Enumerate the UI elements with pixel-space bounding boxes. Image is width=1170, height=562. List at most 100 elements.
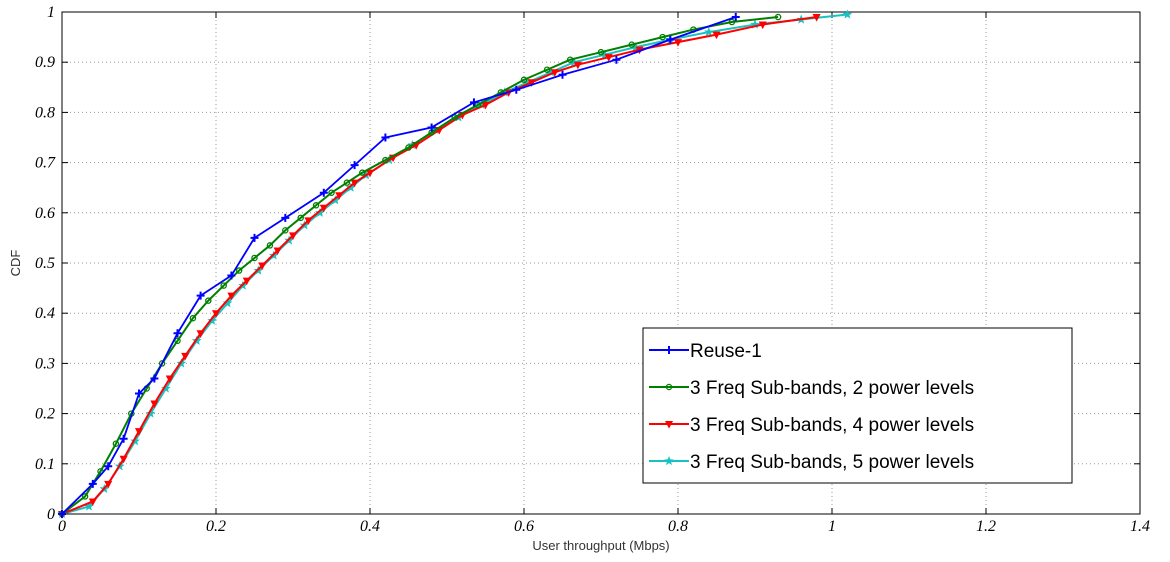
- data-point: [165, 375, 174, 384]
- legend-entry-label: Reuse-1: [690, 341, 762, 362]
- data-point: [315, 207, 325, 217]
- data-point: [612, 55, 621, 64]
- data-point: [235, 267, 243, 274]
- data-point: [297, 214, 304, 222]
- data-point: [319, 188, 328, 197]
- y-axis-label: CDF: [8, 250, 23, 277]
- y-tick-label: 1: [47, 4, 55, 21]
- x-tick-label: 0.2: [206, 518, 226, 535]
- data-point: [712, 31, 721, 40]
- y-tick-label: 0.8: [35, 104, 55, 121]
- series-3: [57, 14, 821, 519]
- data-point: [550, 69, 559, 77]
- legend: Reuse-1 3 Freq Sub-bands, 2 power levels 3…: [642, 327, 1073, 484]
- data-point: [758, 21, 767, 30]
- data-point: [150, 374, 159, 383]
- data-point: [704, 27, 714, 37]
- data-point: [666, 35, 675, 44]
- data-point: [145, 408, 156, 418]
- data-series: [57, 9, 853, 519]
- x-tick-label: 1.4: [1130, 518, 1150, 535]
- data-point: [520, 76, 528, 84]
- data-point: [242, 277, 251, 286]
- data-point: [81, 493, 89, 500]
- data-point: [104, 480, 113, 489]
- axis-ticks: 0 0.2 0.4 0.6 0.8 1 1.2 1.4 0 0.1 0.2 0.3 0.4 0.5 0.6 0…: [35, 4, 1150, 535]
- x-axis-label: User throughput (Mbps): [532, 538, 669, 553]
- data-point: [527, 79, 536, 87]
- data-point: [196, 291, 205, 300]
- data-point: [382, 156, 389, 164]
- legend-box: [642, 327, 1073, 484]
- data-point: [673, 39, 683, 47]
- x-tick-label: 0.4: [360, 518, 380, 535]
- data-point: [227, 292, 236, 301]
- data-point: [174, 337, 181, 345]
- data-point: [211, 310, 221, 318]
- y-tick-label: 0.3: [35, 355, 55, 372]
- data-point: [88, 479, 97, 488]
- data-point: [88, 498, 97, 507]
- data-point: [288, 232, 298, 240]
- data-point: [207, 315, 217, 325]
- x-tick-label: 1: [828, 518, 836, 535]
- data-point: [251, 254, 258, 262]
- legend-swatch-marker: [664, 421, 674, 429]
- data-point: [319, 204, 328, 213]
- x-tick-label: 0.8: [668, 518, 688, 535]
- data-point: [173, 329, 182, 338]
- data-point: [119, 434, 128, 443]
- y-tick-label: 0.9: [35, 54, 55, 71]
- data-point: [731, 13, 740, 22]
- y-tick-label: 0.5: [35, 255, 55, 272]
- data-point: [58, 510, 66, 518]
- data-point: [134, 428, 144, 436]
- data-point: [628, 41, 636, 48]
- data-point: [135, 389, 143, 398]
- data-point: [345, 182, 356, 192]
- data-point: [250, 233, 259, 242]
- y-tick-label: 0.2: [35, 406, 55, 423]
- data-point: [451, 114, 458, 121]
- data-point: [343, 179, 351, 186]
- data-point: [304, 217, 313, 225]
- data-point: [350, 161, 359, 170]
- x-tick-label: 1.2: [976, 518, 996, 535]
- y-tick-label: 0.1: [35, 456, 55, 473]
- data-point: [222, 298, 233, 308]
- data-point: [189, 314, 197, 322]
- data-point: [196, 330, 205, 338]
- legend-entry-label: 3 Freq Sub-bands, 2 power levels: [690, 378, 974, 399]
- data-point: [543, 66, 551, 73]
- data-point: [258, 262, 267, 271]
- data-point: [119, 455, 128, 464]
- data-point: [330, 195, 341, 205]
- y-tick-label: 0: [47, 506, 55, 523]
- data-point: [273, 247, 282, 256]
- series-line: [61, 16, 737, 515]
- legend-swatch-marker: [664, 455, 674, 466]
- data-point: [481, 101, 490, 110]
- data-point: [112, 440, 120, 447]
- data-point: [359, 169, 366, 176]
- data-point: [365, 169, 375, 178]
- data-point: [604, 54, 613, 62]
- legend-swatch-marker: [665, 383, 673, 391]
- legend-entry-label: 3 Freq Sub-bands, 5 power levels: [690, 452, 974, 473]
- data-point: [312, 202, 320, 209]
- data-point: [104, 462, 113, 471]
- data-point: [181, 352, 190, 361]
- data-point: [728, 18, 736, 26]
- legend-entry-label: 3 Freq Sub-bands, 4 power levels: [690, 415, 974, 436]
- data-point: [158, 360, 166, 367]
- data-point: [573, 61, 582, 70]
- data-point: [161, 383, 171, 393]
- data-point: [566, 56, 574, 63]
- data-point: [220, 282, 227, 289]
- data-point: [350, 179, 359, 188]
- data-point: [150, 400, 159, 409]
- x-tick-label: 0.6: [514, 518, 534, 535]
- data-point: [281, 213, 290, 222]
- data-point: [512, 85, 521, 94]
